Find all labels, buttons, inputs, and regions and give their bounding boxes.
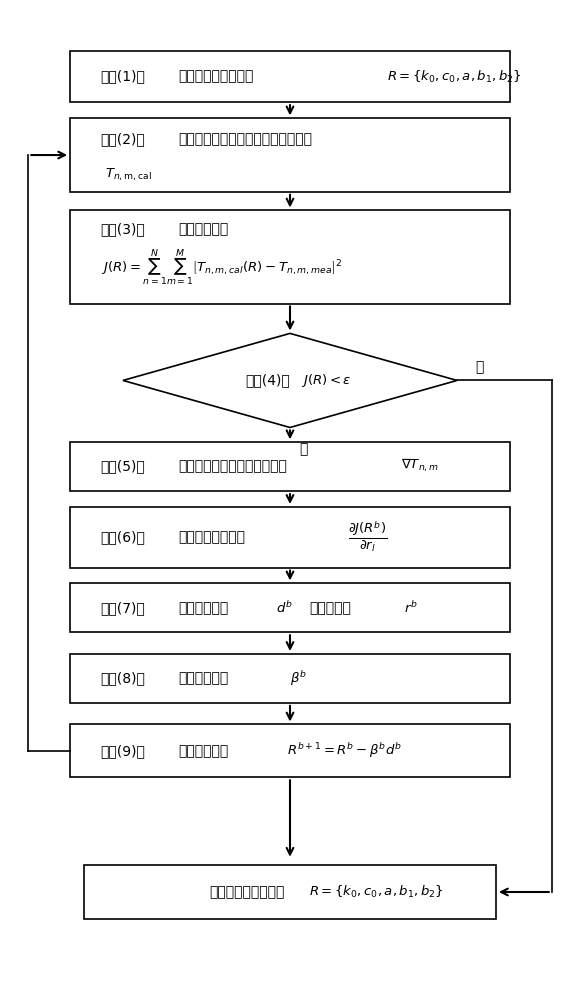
Text: 迭代求解导热正问题，求出测点温度: 迭代求解导热正问题，求出测点温度 bbox=[179, 132, 313, 146]
Text: 步骤(5)：: 步骤(5)： bbox=[101, 460, 146, 474]
Text: $T_{n,\mathrm{m,cal}}$: $T_{n,\mathrm{m,cal}}$ bbox=[104, 166, 151, 183]
Text: $\beta^b$: $\beta^b$ bbox=[290, 669, 307, 688]
Text: 步骤(1)：: 步骤(1)： bbox=[101, 70, 146, 84]
Text: $\nabla T_{n,m}$: $\nabla T_{n,m}$ bbox=[401, 457, 440, 474]
Bar bbox=[70, 583, 510, 632]
Bar bbox=[70, 118, 510, 192]
Text: 步骤(2)：: 步骤(2)： bbox=[101, 132, 146, 146]
Text: 收敛，输出求解变量: 收敛，输出求解变量 bbox=[209, 885, 284, 899]
Text: 选取初始待求解变量: 选取初始待求解变量 bbox=[179, 70, 254, 84]
Text: 计算搜索步长: 计算搜索步长 bbox=[179, 671, 229, 685]
Bar bbox=[70, 442, 510, 491]
Bar bbox=[70, 724, 510, 777]
Bar bbox=[70, 654, 510, 703]
Bar bbox=[70, 51, 510, 102]
Text: $R=\{k_0,c_0,a,b_1,b_2\}$: $R=\{k_0,c_0,a,b_1,b_2\}$ bbox=[387, 69, 523, 85]
Bar bbox=[84, 865, 496, 919]
Text: 步骤(9)：: 步骤(9)： bbox=[101, 744, 146, 758]
Text: 计算目标函数: 计算目标函数 bbox=[179, 223, 229, 237]
Bar bbox=[70, 210, 510, 304]
Text: 更新反演向量: 更新反演向量 bbox=[179, 744, 229, 758]
Text: 与共轭系数: 与共轭系数 bbox=[310, 601, 351, 615]
Polygon shape bbox=[123, 333, 457, 427]
Text: $R^{b+1}=R^b-\beta^b d^b$: $R^{b+1}=R^b-\beta^b d^b$ bbox=[287, 741, 402, 760]
Text: 步骤(7)：: 步骤(7)： bbox=[101, 601, 146, 615]
Bar bbox=[70, 507, 510, 568]
Text: 步骤(4)：: 步骤(4)： bbox=[245, 373, 290, 387]
Text: $r^b$: $r^b$ bbox=[404, 600, 418, 616]
Text: 步骤(6)：: 步骤(6)： bbox=[101, 530, 146, 544]
Text: 步骤(8)：: 步骤(8)： bbox=[101, 671, 146, 685]
Text: $J(R)<\varepsilon$: $J(R)<\varepsilon$ bbox=[301, 372, 351, 389]
Text: $J(R)=\sum_{n=1}^{N}\sum_{m=1}^{M}\left[T_{n,m,cal}(R)-T_{n,m,mea}\right]^{2}$: $J(R)=\sum_{n=1}^{N}\sum_{m=1}^{M}\left[… bbox=[101, 247, 342, 287]
Text: $R=\{k_0,c_0,a,b_1,b_2\}$: $R=\{k_0,c_0,a,b_1,b_2\}$ bbox=[309, 884, 444, 900]
Text: 否: 否 bbox=[300, 442, 308, 456]
Text: 步骤(3)：: 步骤(3)： bbox=[101, 223, 146, 237]
Text: 计算目标函数梯度: 计算目标函数梯度 bbox=[179, 530, 246, 544]
Text: $\dfrac{\partial J(R^b)}{\partial r_l}$: $\dfrac{\partial J(R^b)}{\partial r_l}$ bbox=[349, 520, 388, 554]
Text: $d^b$: $d^b$ bbox=[276, 600, 293, 616]
Text: 是: 是 bbox=[475, 360, 484, 374]
Text: 计算搜索方向: 计算搜索方向 bbox=[179, 601, 229, 615]
Text: 求解敏度方程，得到敏度系数: 求解敏度方程，得到敏度系数 bbox=[179, 460, 288, 474]
